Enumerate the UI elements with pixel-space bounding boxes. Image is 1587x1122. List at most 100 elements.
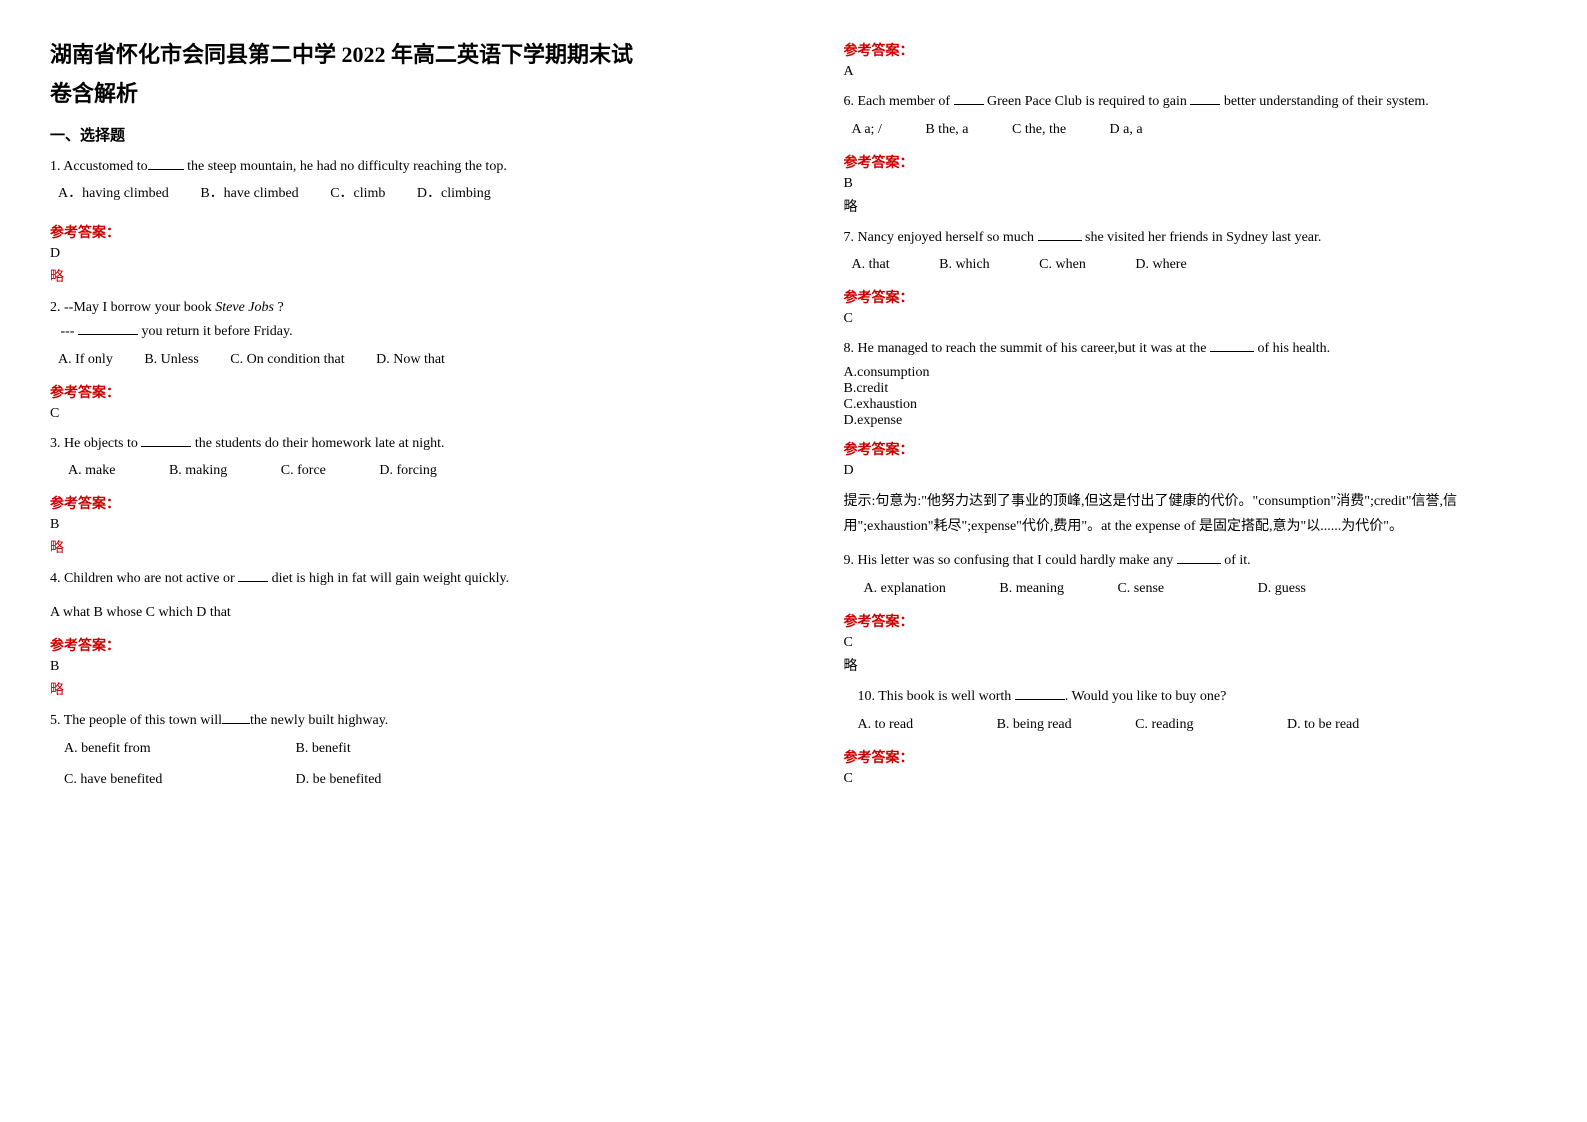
- q1-opt-d: D．climbing: [417, 182, 491, 206]
- answer-label: 参考答案：: [844, 611, 1538, 631]
- q8-opt-c: C.exhaustion: [844, 397, 1538, 413]
- q1-answer: D: [50, 246, 744, 262]
- q7-options: A. that B. which C. when D. where: [852, 253, 1538, 277]
- answer-label: 参考答案：: [844, 439, 1538, 459]
- blank: [1177, 563, 1221, 564]
- q8-part-b: of his health.: [1254, 341, 1330, 356]
- blank: [1038, 240, 1082, 241]
- q2-line2b: you return it before Friday.: [138, 324, 293, 339]
- q5-opt-a: A. benefit from: [64, 737, 264, 761]
- q10-opt-a: A. to read: [858, 713, 914, 737]
- q2-opt-a: A. If only: [58, 348, 113, 372]
- q3-opt-d: D. forcing: [379, 459, 437, 483]
- q5-options-row2: C. have benefited D. be benefited: [64, 768, 744, 792]
- q7-answer: C: [844, 311, 1538, 327]
- q5-opt-d: D. be benefited: [296, 768, 382, 792]
- q1-text: 1. Accustomed to the steep mountain, he …: [50, 155, 744, 179]
- doc-title-line1: 湖南省怀化市会同县第二中学 2022 年高二英语下学期期末试: [50, 40, 744, 71]
- q6-opt-c: C the, the: [1012, 118, 1066, 142]
- q4-brief: 略: [50, 679, 744, 699]
- q3-opt-c: C. force: [281, 459, 326, 483]
- q9-options: A. explanation B. meaning C. sense D. gu…: [864, 577, 1538, 601]
- q10-part-a: 10. This book is well worth: [858, 689, 1015, 704]
- q6-part-mid: Green Pace Club is required to gain: [984, 94, 1191, 109]
- q6-brief: 略: [844, 196, 1538, 216]
- q10-part-b: . Would you like to buy one?: [1065, 689, 1227, 704]
- q6-answer: B: [844, 176, 1538, 192]
- q3-answer: B: [50, 517, 744, 533]
- q8-part-a: 8. He managed to reach the summit of his…: [844, 341, 1210, 356]
- q6-text: 6. Each member of Green Pace Club is req…: [844, 90, 1538, 114]
- q4-part-b: diet is high in fat will gain weight qui…: [268, 571, 509, 586]
- q6-opt-a: A a; /: [852, 118, 882, 142]
- q9-answer: C: [844, 635, 1538, 651]
- blank: [1015, 699, 1065, 700]
- q7-opt-c: C. when: [1039, 253, 1086, 277]
- q9-opt-c: C. sense: [1117, 577, 1164, 601]
- q2-options: A. If only B. Unless C. On condition tha…: [58, 348, 744, 372]
- q9-opt-d: D. guess: [1258, 577, 1306, 601]
- q8-opt-b: B.credit: [844, 381, 1538, 397]
- q6-options: A a; / B the, a C the, the D a, a: [852, 118, 1538, 142]
- q10-opt-b: B. being read: [997, 713, 1072, 737]
- q4-options: A what B whose C which D that: [50, 601, 744, 625]
- section-head-1: 一、选择题: [50, 124, 744, 145]
- q5-answer: A: [844, 64, 1538, 80]
- answer-label: 参考答案：: [50, 493, 744, 513]
- q6-opt-d: D a, a: [1110, 118, 1143, 142]
- q2-answer: C: [50, 406, 744, 422]
- q3-opt-a: A. make: [68, 459, 115, 483]
- q6-opt-b: B the, a: [925, 118, 968, 142]
- q10-answer: C: [844, 771, 1538, 787]
- blank: [78, 334, 138, 335]
- q3-opt-b: B. making: [169, 459, 227, 483]
- q2-opt-d: D. Now that: [376, 348, 445, 372]
- q2-opt-b: B. Unless: [144, 348, 198, 372]
- blank: [238, 581, 268, 582]
- q3-part-b: the students do their homework late at n…: [191, 436, 444, 451]
- q1-part-a: 1. Accustomed to: [50, 159, 148, 174]
- q9-opt-a: A. explanation: [864, 577, 946, 601]
- q4-part-a: 4. Children who are not active or: [50, 571, 238, 586]
- q5-opt-c: C. have benefited: [64, 768, 264, 792]
- q1-opt-c: C．climb: [330, 182, 385, 206]
- right-column: 参考答案： A 6. Each member of Green Pace Clu…: [794, 0, 1587, 1122]
- blank: [954, 104, 984, 105]
- q10-text: 10. This book is well worth . Would you …: [858, 685, 1538, 709]
- q3-part-a: 3. He objects to: [50, 436, 141, 451]
- q3-options: A. make B. making C. force D. forcing: [68, 459, 744, 483]
- q7-text: 7. Nancy enjoyed herself so much she vis…: [844, 226, 1538, 250]
- blank: [1210, 351, 1254, 352]
- q2-line1-end: ?: [274, 300, 284, 315]
- q5-opt-b: B. benefit: [296, 737, 351, 761]
- q5-options-row1: A. benefit from B. benefit: [64, 737, 744, 761]
- q9-text: 9. His letter was so confusing that I co…: [844, 549, 1538, 573]
- q10-options: A. to read B. being read C. reading D. t…: [858, 713, 1538, 737]
- q8-opt-a: A.consumption: [844, 365, 1538, 381]
- q5-part-a: 5. The people of this town will: [50, 713, 222, 728]
- q1-options: A．having climbed B．have climbed C．climb …: [58, 182, 744, 206]
- q7-opt-b: B. which: [939, 253, 990, 277]
- answer-label: 参考答案：: [50, 635, 744, 655]
- q9-brief: 略: [844, 655, 1538, 675]
- blank: [141, 446, 191, 447]
- q7-opt-d: D. where: [1135, 253, 1186, 277]
- q4-text: 4. Children who are not active or diet i…: [50, 567, 744, 591]
- q10-opt-d: D. to be read: [1287, 713, 1359, 737]
- q6-part-a: 6. Each member of: [844, 94, 954, 109]
- q10-opt-c: C. reading: [1135, 713, 1193, 737]
- q1-opt-b: B．have climbed: [200, 182, 298, 206]
- q7-opt-a: A. that: [852, 253, 890, 277]
- q8-text: 8. He managed to reach the summit of his…: [844, 337, 1538, 361]
- answer-label: 参考答案：: [844, 747, 1538, 767]
- q5-text: 5. The people of this town will the newly…: [50, 709, 744, 733]
- q5-part-b: the newly built highway.: [250, 713, 388, 728]
- q2-text: 2. --May I borrow your book Steve Jobs ?…: [50, 296, 744, 344]
- blank: [222, 723, 250, 724]
- q7-part-a: 7. Nancy enjoyed herself so much: [844, 230, 1038, 245]
- answer-label: 参考答案：: [50, 222, 744, 242]
- left-column: 湖南省怀化市会同县第二中学 2022 年高二英语下学期期末试 卷含解析 一、选择…: [0, 0, 794, 1122]
- answer-label: 参考答案：: [844, 287, 1538, 307]
- answer-label: 参考答案：: [844, 40, 1538, 60]
- q8-answer: D: [844, 463, 1538, 479]
